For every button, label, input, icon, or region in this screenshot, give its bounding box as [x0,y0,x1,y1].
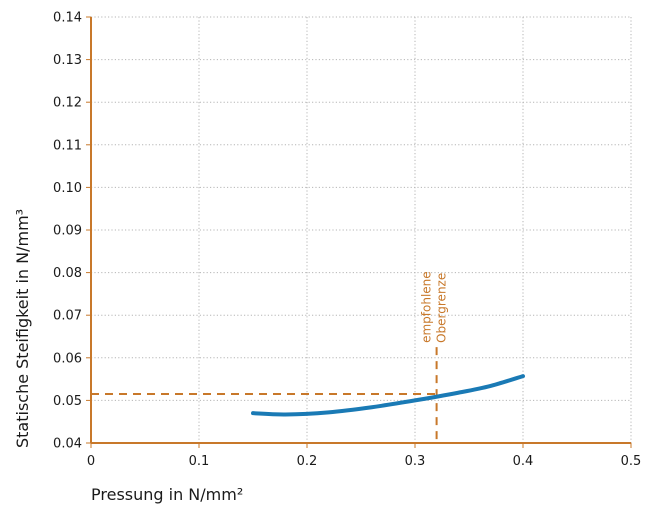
reference-lines [91,347,438,443]
grid [91,16,632,443]
x-tick-label: 0.1 [189,454,210,469]
x-tick-label: 0.4 [513,454,534,469]
y-tick-label: 0.09 [53,224,82,239]
tick-labels: 0 0.1 0.2 0.3 0.4 0.5 0.04 0.05 0.06 0.07 0.08 0.09… [53,11,641,470]
x-tick-label: 0.3 [405,454,426,469]
y-tick-label: 0.12 [53,96,82,111]
axes [86,16,632,448]
y-tick-label: 0.08 [53,266,82,281]
y-tick-label: 0.05 [53,394,82,409]
y-tick-label: 0.13 [53,53,82,68]
series-line [251,374,525,417]
y-tick-label: 0.10 [53,181,82,196]
x-tick-label: 0.2 [297,454,318,469]
x-tick-label: 0 [87,454,95,469]
x-axis-label: Pressung in N/mm² [91,485,243,504]
x-tick-label: 0.5 [621,454,642,469]
series-group [251,374,525,417]
y-tick-label: 0.14 [53,11,82,26]
annotation-label: Obergrenze [435,273,449,343]
y-tick-label: 0.04 [53,437,82,452]
y-tick-label: 0.06 [53,351,82,366]
y-axis-label: Statische Steifigkeit in N/mm³ [13,209,32,448]
annotation-label: empfohlene [420,271,434,343]
annotation-group: empfohlene Obergrenze [420,271,449,343]
y-tick-label: 0.11 [53,138,82,153]
y-tick-label: 0.07 [53,309,82,324]
